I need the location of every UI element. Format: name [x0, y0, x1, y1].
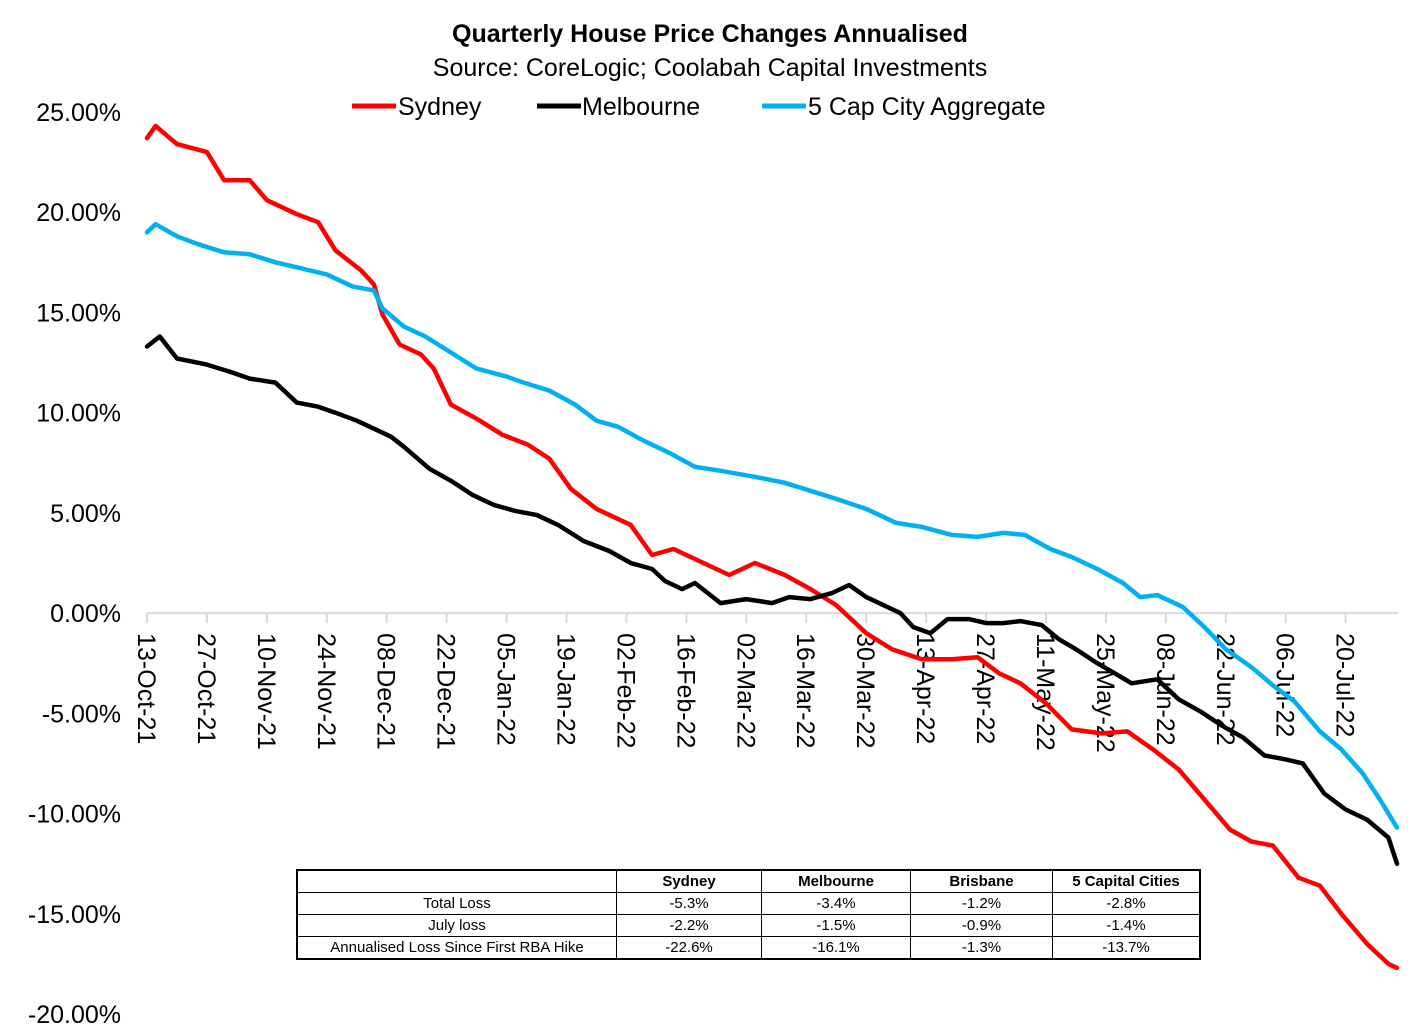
table-cell: -1.5% — [761, 914, 911, 937]
y-tick-label: 15.00% — [36, 299, 121, 327]
x-tick-label: 27-Oct-21 — [192, 633, 220, 744]
table-header-row: Sydney Melbourne Brisbane 5 Capital Citi… — [296, 869, 1201, 893]
x-tick-label: 02-Feb-22 — [611, 633, 639, 748]
table-cell: -13.7% — [1052, 936, 1201, 960]
y-tick-label: 25.00% — [36, 99, 121, 127]
table-row-label: Annualised Loss Since First RBA Hike — [296, 936, 617, 960]
table-row-label: July loss — [296, 914, 617, 937]
table-header-5-capital-cities: 5 Capital Cities — [1052, 869, 1201, 893]
x-tick-label: 16-Feb-22 — [671, 633, 699, 748]
legend: Sydney Melbourne 5 Cap City Aggregate — [352, 93, 1046, 121]
x-tick-label: 27-Apr-22 — [971, 633, 999, 744]
table-header-melbourne: Melbourne — [761, 869, 911, 893]
series-line-5-cap-city-aggregate — [144, 221, 1400, 830]
x-tick-label: 19-Jan-22 — [552, 633, 580, 746]
x-tick-label: 20-Jul-22 — [1331, 633, 1359, 737]
x-tick-label: 24-Nov-21 — [312, 633, 340, 750]
x-tick-label: 02-Mar-22 — [731, 633, 759, 748]
chart-title: Quarterly House Price Changes Annualised — [452, 20, 968, 48]
x-tick-label: 10-Nov-21 — [252, 633, 280, 750]
y-tick-label: 0.00% — [50, 600, 121, 628]
x-tick-label: 13-Oct-21 — [132, 633, 160, 744]
table-cell: -3.4% — [761, 892, 911, 915]
series-line-melbourne — [144, 334, 1400, 866]
table-cell: -2.8% — [1052, 892, 1201, 915]
x-tick-label: 11-May-22 — [1031, 633, 1059, 751]
x-tick-label: 05-Jan-22 — [492, 633, 520, 746]
chart-subtitle: Source: CoreLogic; Coolabah Capital Inve… — [433, 54, 987, 82]
series-group — [144, 123, 1400, 971]
table-cell: -5.3% — [616, 892, 762, 915]
legend-label-melbourne: Melbourne — [582, 93, 700, 121]
x-tick-label: 08-Dec-21 — [372, 633, 400, 750]
summary-table: Sydney Melbourne Brisbane 5 Capital Citi… — [296, 869, 1201, 960]
table-cell: -1.3% — [910, 936, 1053, 960]
y-tick-label: -20.00% — [28, 1001, 121, 1029]
table-cell: -0.9% — [910, 914, 1053, 937]
table-row: Annualised Loss Since First RBA Hike -22… — [296, 936, 1201, 960]
y-tick-label: -5.00% — [42, 700, 121, 728]
table-cell: -1.4% — [1052, 914, 1201, 937]
y-tick-label: -10.00% — [28, 801, 121, 829]
table-header-sydney: Sydney — [616, 869, 762, 893]
table-row: Total Loss -5.3% -3.4% -1.2% -2.8% — [296, 892, 1201, 915]
x-tick-label: 16-Mar-22 — [791, 633, 819, 748]
table-row-label: Total Loss — [296, 892, 617, 915]
table-cell: -1.2% — [910, 892, 1053, 915]
x-tick-label: 22-Dec-21 — [432, 633, 460, 750]
table-cell: -2.2% — [616, 914, 762, 937]
table-cell: -22.6% — [616, 936, 762, 960]
y-tick-label: 10.00% — [36, 400, 121, 428]
y-tick-label: 20.00% — [36, 199, 121, 227]
table-header-brisbane: Brisbane — [910, 869, 1053, 893]
table-header-blank — [296, 869, 617, 893]
x-tick-label: 30-Mar-22 — [851, 633, 879, 748]
legend-label-5-cap-city: 5 Cap City Aggregate — [808, 93, 1046, 121]
y-axis: 25.00% 20.00% 15.00% 10.00% 5.00% 0.00% -5.00%… — [28, 99, 121, 1029]
y-tick-label: -15.00% — [28, 901, 121, 929]
legend-label-sydney: Sydney — [398, 93, 482, 121]
series-line-sydney — [144, 123, 1400, 971]
table-row: July loss -2.2% -1.5% -0.9% -1.4% — [296, 914, 1201, 937]
y-tick-label: 5.00% — [50, 500, 121, 528]
x-tick-label: 13-Apr-22 — [911, 633, 939, 744]
table-cell: -16.1% — [761, 936, 911, 960]
